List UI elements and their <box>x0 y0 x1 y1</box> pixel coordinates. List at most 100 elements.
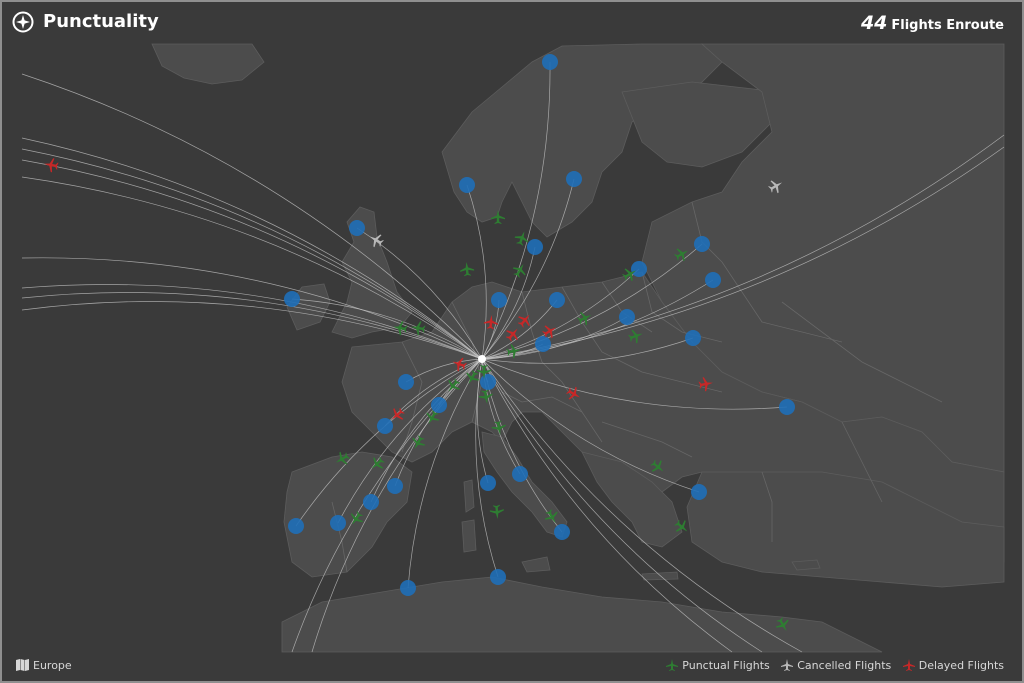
flight-marker-punctual[interactable] <box>422 408 441 427</box>
hub-marker[interactable] <box>478 355 486 363</box>
header-bar: Punctuality 44 Flights Enroute <box>2 2 1022 44</box>
flight-marker-delayed[interactable] <box>43 157 59 173</box>
flight-marker-punctual[interactable] <box>513 229 531 247</box>
flight-route <box>481 146 1005 360</box>
airport-marker[interactable] <box>685 330 701 346</box>
airport-marker[interactable] <box>330 515 346 531</box>
flight-marker-punctual[interactable] <box>506 343 522 359</box>
flight-marker-delayed[interactable] <box>564 384 583 403</box>
flight-route <box>337 358 483 524</box>
flight-marker-punctual[interactable] <box>542 507 561 526</box>
flight-route <box>21 137 483 360</box>
flight-marker-delayed[interactable] <box>698 376 714 392</box>
airport-marker[interactable] <box>535 336 551 352</box>
airport-marker[interactable] <box>512 466 528 482</box>
airport-marker[interactable] <box>480 374 496 390</box>
airport-marker[interactable] <box>566 171 582 187</box>
airport-marker[interactable] <box>631 261 647 277</box>
flight-marker-punctual[interactable] <box>672 517 692 537</box>
flight-marker-cancelled[interactable] <box>366 230 385 249</box>
flight-marker-punctual[interactable] <box>459 261 475 277</box>
region-selector[interactable]: Europe <box>16 659 72 673</box>
airport-marker[interactable] <box>400 580 416 596</box>
airport-marker[interactable] <box>779 399 795 415</box>
flight-marker-punctual[interactable] <box>408 433 427 452</box>
legend-item-delayed[interactable]: Delayed Flights <box>902 659 1004 672</box>
compass-icon <box>12 11 34 33</box>
flight-route <box>466 184 487 360</box>
plane-icon <box>666 659 679 671</box>
flight-marker-delayed[interactable] <box>540 321 559 340</box>
flight-marker-punctual[interactable] <box>627 327 645 345</box>
flight-marker-punctual[interactable] <box>491 420 507 436</box>
flight-marker-punctual[interactable] <box>392 320 408 336</box>
airport-marker[interactable] <box>527 239 543 255</box>
airport-marker[interactable] <box>619 309 635 325</box>
flight-route <box>21 159 483 360</box>
flight-marker-punctual[interactable] <box>478 389 494 405</box>
airport-marker[interactable] <box>459 177 475 193</box>
flight-marker-punctual[interactable] <box>443 376 463 396</box>
airport-marker[interactable] <box>491 292 507 308</box>
flight-marker-punctual[interactable] <box>462 368 481 387</box>
flight-markers <box>43 157 792 634</box>
flight-marker-delayed[interactable] <box>515 310 535 330</box>
flight-marker-delayed[interactable] <box>503 324 523 344</box>
flight-route <box>481 134 1005 360</box>
airport-markers <box>284 54 795 596</box>
airport-marker[interactable] <box>480 475 496 491</box>
airport-marker[interactable] <box>691 484 707 500</box>
flight-marker-punctual[interactable] <box>576 309 595 328</box>
flight-marker-cancelled[interactable] <box>766 176 785 195</box>
flight-marker-delayed[interactable] <box>387 405 407 425</box>
flight-route <box>481 61 551 360</box>
airport-marker[interactable] <box>694 236 710 252</box>
airport-marker[interactable] <box>549 292 565 308</box>
flight-marker-punctual[interactable] <box>477 365 491 379</box>
flight-marker-punctual[interactable] <box>489 504 504 519</box>
airport-marker[interactable] <box>542 54 558 70</box>
airport-marker[interactable] <box>284 291 300 307</box>
airport-marker[interactable] <box>431 397 447 413</box>
flight-route <box>407 358 483 589</box>
flight-route <box>481 358 733 653</box>
airport-marker[interactable] <box>363 494 379 510</box>
airport-marker[interactable] <box>288 518 304 534</box>
flight-marker-punctual[interactable] <box>672 244 691 263</box>
flight-marker-delayed[interactable] <box>483 314 498 330</box>
legend-item-punctual[interactable]: Punctual Flights <box>666 659 770 672</box>
flight-route <box>370 358 483 503</box>
flight-route <box>481 299 558 360</box>
flight-marker-punctual[interactable] <box>410 320 426 336</box>
flight-marker-punctual[interactable] <box>648 457 668 477</box>
airport-marker[interactable] <box>490 569 506 585</box>
airport-marker[interactable] <box>377 418 393 434</box>
land-masses <box>151 43 1005 653</box>
airport-marker[interactable] <box>705 272 721 288</box>
flight-route <box>291 358 483 653</box>
flight-marker-punctual[interactable] <box>367 454 387 474</box>
flight-marker-punctual[interactable] <box>620 264 639 283</box>
airport-marker[interactable] <box>349 220 365 236</box>
flight-route <box>21 292 483 360</box>
airport-marker[interactable] <box>387 478 403 494</box>
legend-item-cancelled[interactable]: Cancelled Flights <box>781 659 891 672</box>
airport-marker[interactable] <box>398 374 414 390</box>
flight-count-label: Flights Enroute <box>891 18 1004 33</box>
flight-marker-punctual[interactable] <box>491 210 505 224</box>
flight-marker-punctual[interactable] <box>346 509 365 528</box>
flight-route <box>384 358 483 427</box>
flight-route <box>481 358 803 653</box>
flight-marker-punctual[interactable] <box>773 615 792 634</box>
airport-marker[interactable] <box>554 524 570 540</box>
flight-route <box>475 358 499 578</box>
flight-route <box>291 298 483 360</box>
flight-marker-punctual[interactable] <box>510 260 529 279</box>
map-legend: Punctual Flights Cancelled Flights Delay… <box>658 659 1004 673</box>
flight-marker-punctual[interactable] <box>332 449 351 468</box>
flight-route <box>21 176 483 360</box>
flight-route <box>481 268 640 360</box>
flight-marker-delayed[interactable] <box>450 355 468 373</box>
